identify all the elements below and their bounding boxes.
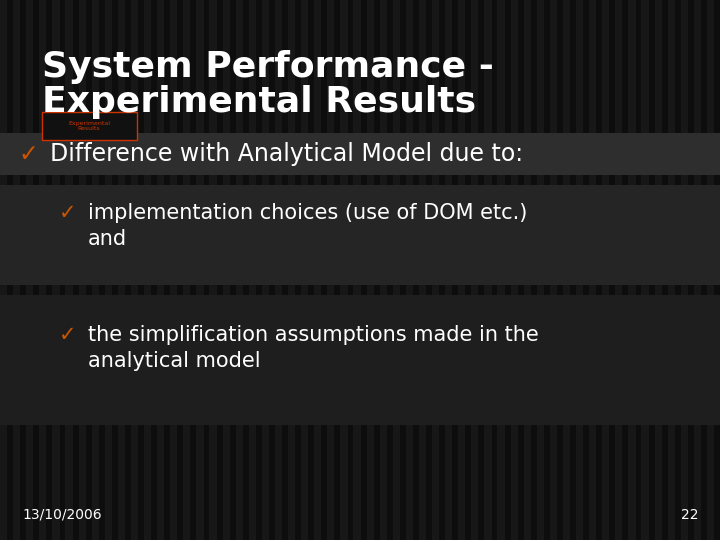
- Bar: [78, 0, 86, 540]
- Bar: [144, 0, 151, 540]
- Text: ✓: ✓: [59, 203, 77, 223]
- Bar: [654, 0, 662, 540]
- Bar: [366, 0, 374, 540]
- Bar: [91, 0, 99, 540]
- Bar: [694, 0, 701, 540]
- Bar: [197, 0, 204, 540]
- Bar: [275, 0, 282, 540]
- Text: Experimental Results: Experimental Results: [42, 85, 476, 119]
- Bar: [131, 0, 138, 540]
- Bar: [616, 0, 623, 540]
- Bar: [184, 0, 191, 540]
- Bar: [0, 185, 720, 285]
- Bar: [157, 0, 164, 540]
- Bar: [510, 0, 518, 540]
- Bar: [642, 0, 649, 540]
- Bar: [0, 0, 7, 540]
- Text: analytical model: analytical model: [88, 351, 261, 371]
- Bar: [118, 0, 125, 540]
- Bar: [53, 0, 60, 540]
- Bar: [576, 0, 583, 540]
- Text: ✓: ✓: [18, 142, 38, 166]
- Bar: [26, 0, 33, 540]
- Bar: [104, 0, 112, 540]
- Text: ✓: ✓: [59, 325, 77, 345]
- Bar: [419, 0, 426, 540]
- Bar: [40, 0, 47, 540]
- Bar: [523, 0, 531, 540]
- Bar: [498, 0, 505, 540]
- Bar: [589, 0, 596, 540]
- Text: Experimental
Results: Experimental Results: [68, 120, 110, 131]
- Bar: [536, 0, 544, 540]
- Bar: [406, 0, 413, 540]
- FancyBboxPatch shape: [42, 112, 137, 140]
- Text: 13/10/2006: 13/10/2006: [22, 508, 102, 522]
- Bar: [0, 133, 720, 175]
- Bar: [550, 0, 557, 540]
- Bar: [458, 0, 465, 540]
- Text: implementation choices (use of DOM etc.): implementation choices (use of DOM etc.): [88, 203, 527, 223]
- Bar: [235, 0, 243, 540]
- Bar: [248, 0, 256, 540]
- Bar: [288, 0, 295, 540]
- Text: the simplification assumptions made in the: the simplification assumptions made in t…: [88, 325, 539, 345]
- Bar: [707, 0, 714, 540]
- Bar: [222, 0, 230, 540]
- Bar: [667, 0, 675, 540]
- Bar: [341, 0, 348, 540]
- Bar: [354, 0, 361, 540]
- Bar: [66, 0, 73, 540]
- Text: and: and: [88, 229, 127, 249]
- Bar: [432, 0, 439, 540]
- Bar: [379, 0, 387, 540]
- Bar: [485, 0, 492, 540]
- Text: System Performance -: System Performance -: [42, 50, 494, 84]
- Bar: [472, 0, 479, 540]
- Bar: [392, 0, 400, 540]
- Bar: [629, 0, 636, 540]
- Bar: [445, 0, 452, 540]
- Bar: [210, 0, 217, 540]
- Bar: [0, 295, 720, 425]
- Bar: [563, 0, 570, 540]
- Bar: [314, 0, 321, 540]
- Bar: [170, 0, 177, 540]
- Text: 22: 22: [680, 508, 698, 522]
- Bar: [328, 0, 335, 540]
- Text: Difference with Analytical Model due to:: Difference with Analytical Model due to:: [50, 142, 523, 166]
- Bar: [680, 0, 688, 540]
- Bar: [13, 0, 20, 540]
- Bar: [262, 0, 269, 540]
- Bar: [602, 0, 609, 540]
- Bar: [301, 0, 308, 540]
